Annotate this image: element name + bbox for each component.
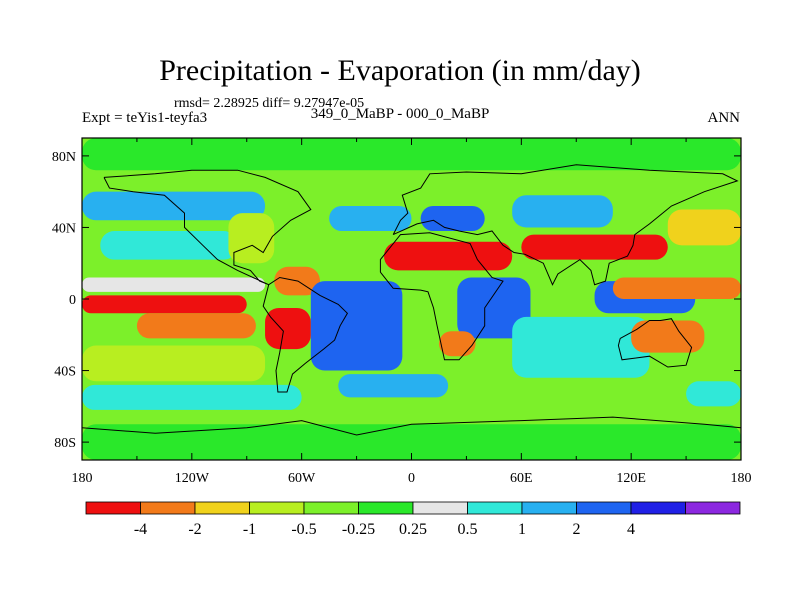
colorbar-label-7: 1: [518, 521, 526, 538]
lat-tick-label-1: 40N: [52, 221, 76, 236]
field-region-13: [338, 374, 449, 398]
field-region-10: [265, 307, 311, 350]
coastline-0: [103, 169, 312, 286]
lat-tick-label-2: 0: [69, 293, 76, 308]
lon-tick-label-4: 60E: [510, 471, 533, 486]
field-region-19: [521, 234, 668, 260]
colorbar-swatch-11: [685, 501, 741, 515]
coastline-5: [82, 416, 741, 436]
colorbar-swatch-1: [140, 501, 196, 515]
colorbar-swatch-8: [521, 501, 577, 515]
colorbar-swatch-0: [85, 501, 141, 515]
colorbar-label-9: 4: [627, 521, 635, 538]
field-region-17: [457, 277, 531, 339]
colorbar-swatch-4: [303, 501, 359, 515]
map-plot-area: [81, 137, 742, 461]
field-region-4: [82, 277, 266, 292]
map-axes: 180 120W 60W 0 60E 120E 180 80N 40N 0 40S 80S: [52, 138, 752, 486]
colorbar-label-8: 2: [573, 521, 581, 538]
colorbar-swatch-9: [576, 501, 632, 515]
field-region-16: [384, 241, 513, 271]
field-region-7: [82, 345, 266, 382]
field-region-22: [631, 320, 705, 353]
lat-tick-label-3: 40S: [54, 365, 76, 380]
field-region-25: [612, 277, 741, 299]
field-region-24: [667, 209, 741, 246]
lon-tick-label-2: 60W: [288, 471, 316, 486]
lon-tick-label-3: 0: [408, 471, 415, 486]
colorbar: -4 -2 -1 -0.5 -0.25 0.25 0.5 1 2 4: [85, 501, 741, 538]
colorbar-swatch-2: [194, 501, 250, 515]
lon-tick-label-5: 120E: [616, 471, 646, 486]
field-region-15: [420, 205, 485, 232]
colorbar-swatch-7: [467, 501, 523, 515]
field-region-20: [512, 195, 613, 228]
lat-tick-label-4: 80S: [54, 436, 76, 451]
colorbar-swatch-5: [358, 501, 414, 515]
field-region-2: [82, 191, 266, 221]
map-title: Precipitation - Evaporation (in mm/day): [159, 54, 641, 87]
field-region-12: [310, 281, 403, 371]
coastline-1: [262, 276, 349, 393]
colorbar-label-3: -0.5: [291, 521, 316, 538]
field-region-8: [82, 384, 302, 410]
colorbar-label-6: 0.5: [458, 521, 478, 538]
field-region-9: [228, 213, 275, 264]
colorbar-swatch-6: [412, 501, 468, 515]
experiment-label: Expt = teYis1-teyfa3: [82, 110, 208, 126]
field-region-5: [82, 295, 247, 314]
stats-label: rmsd= 2.28925 diff= 9.27947e-05: [174, 96, 365, 111]
field-region-1: [82, 138, 741, 171]
colorbar-label-1: -2: [188, 521, 201, 538]
coastline-4: [617, 318, 693, 368]
colorbar-label-2: -1: [243, 521, 256, 538]
period-label: 349_0_MaBP - 000_0_MaBP: [310, 106, 490, 122]
field-region-6: [136, 313, 256, 339]
lat-tick-label-0: 80N: [52, 150, 76, 165]
colorbar-label-4: -0.25: [342, 521, 375, 538]
colorbar-label-5: 0.25: [399, 521, 427, 538]
field-region-0: [82, 424, 741, 460]
coastline-2: [392, 164, 739, 286]
field-region-3: [100, 231, 238, 260]
lon-tick-label-0: 180: [72, 471, 93, 486]
lon-tick-label-1: 120W: [175, 471, 210, 486]
field-region-21: [512, 316, 650, 378]
field-region-26: [686, 381, 741, 407]
colorbar-swatch-10: [630, 501, 686, 515]
coastline-3: [379, 232, 504, 361]
colorbar-swatch-3: [249, 501, 305, 515]
lon-tick-label-6: 180: [731, 471, 752, 486]
season-label: ANN: [707, 110, 741, 126]
field-region-14: [329, 205, 412, 232]
colorbar-label-0: -4: [134, 521, 147, 538]
field-region-18: [438, 331, 476, 357]
